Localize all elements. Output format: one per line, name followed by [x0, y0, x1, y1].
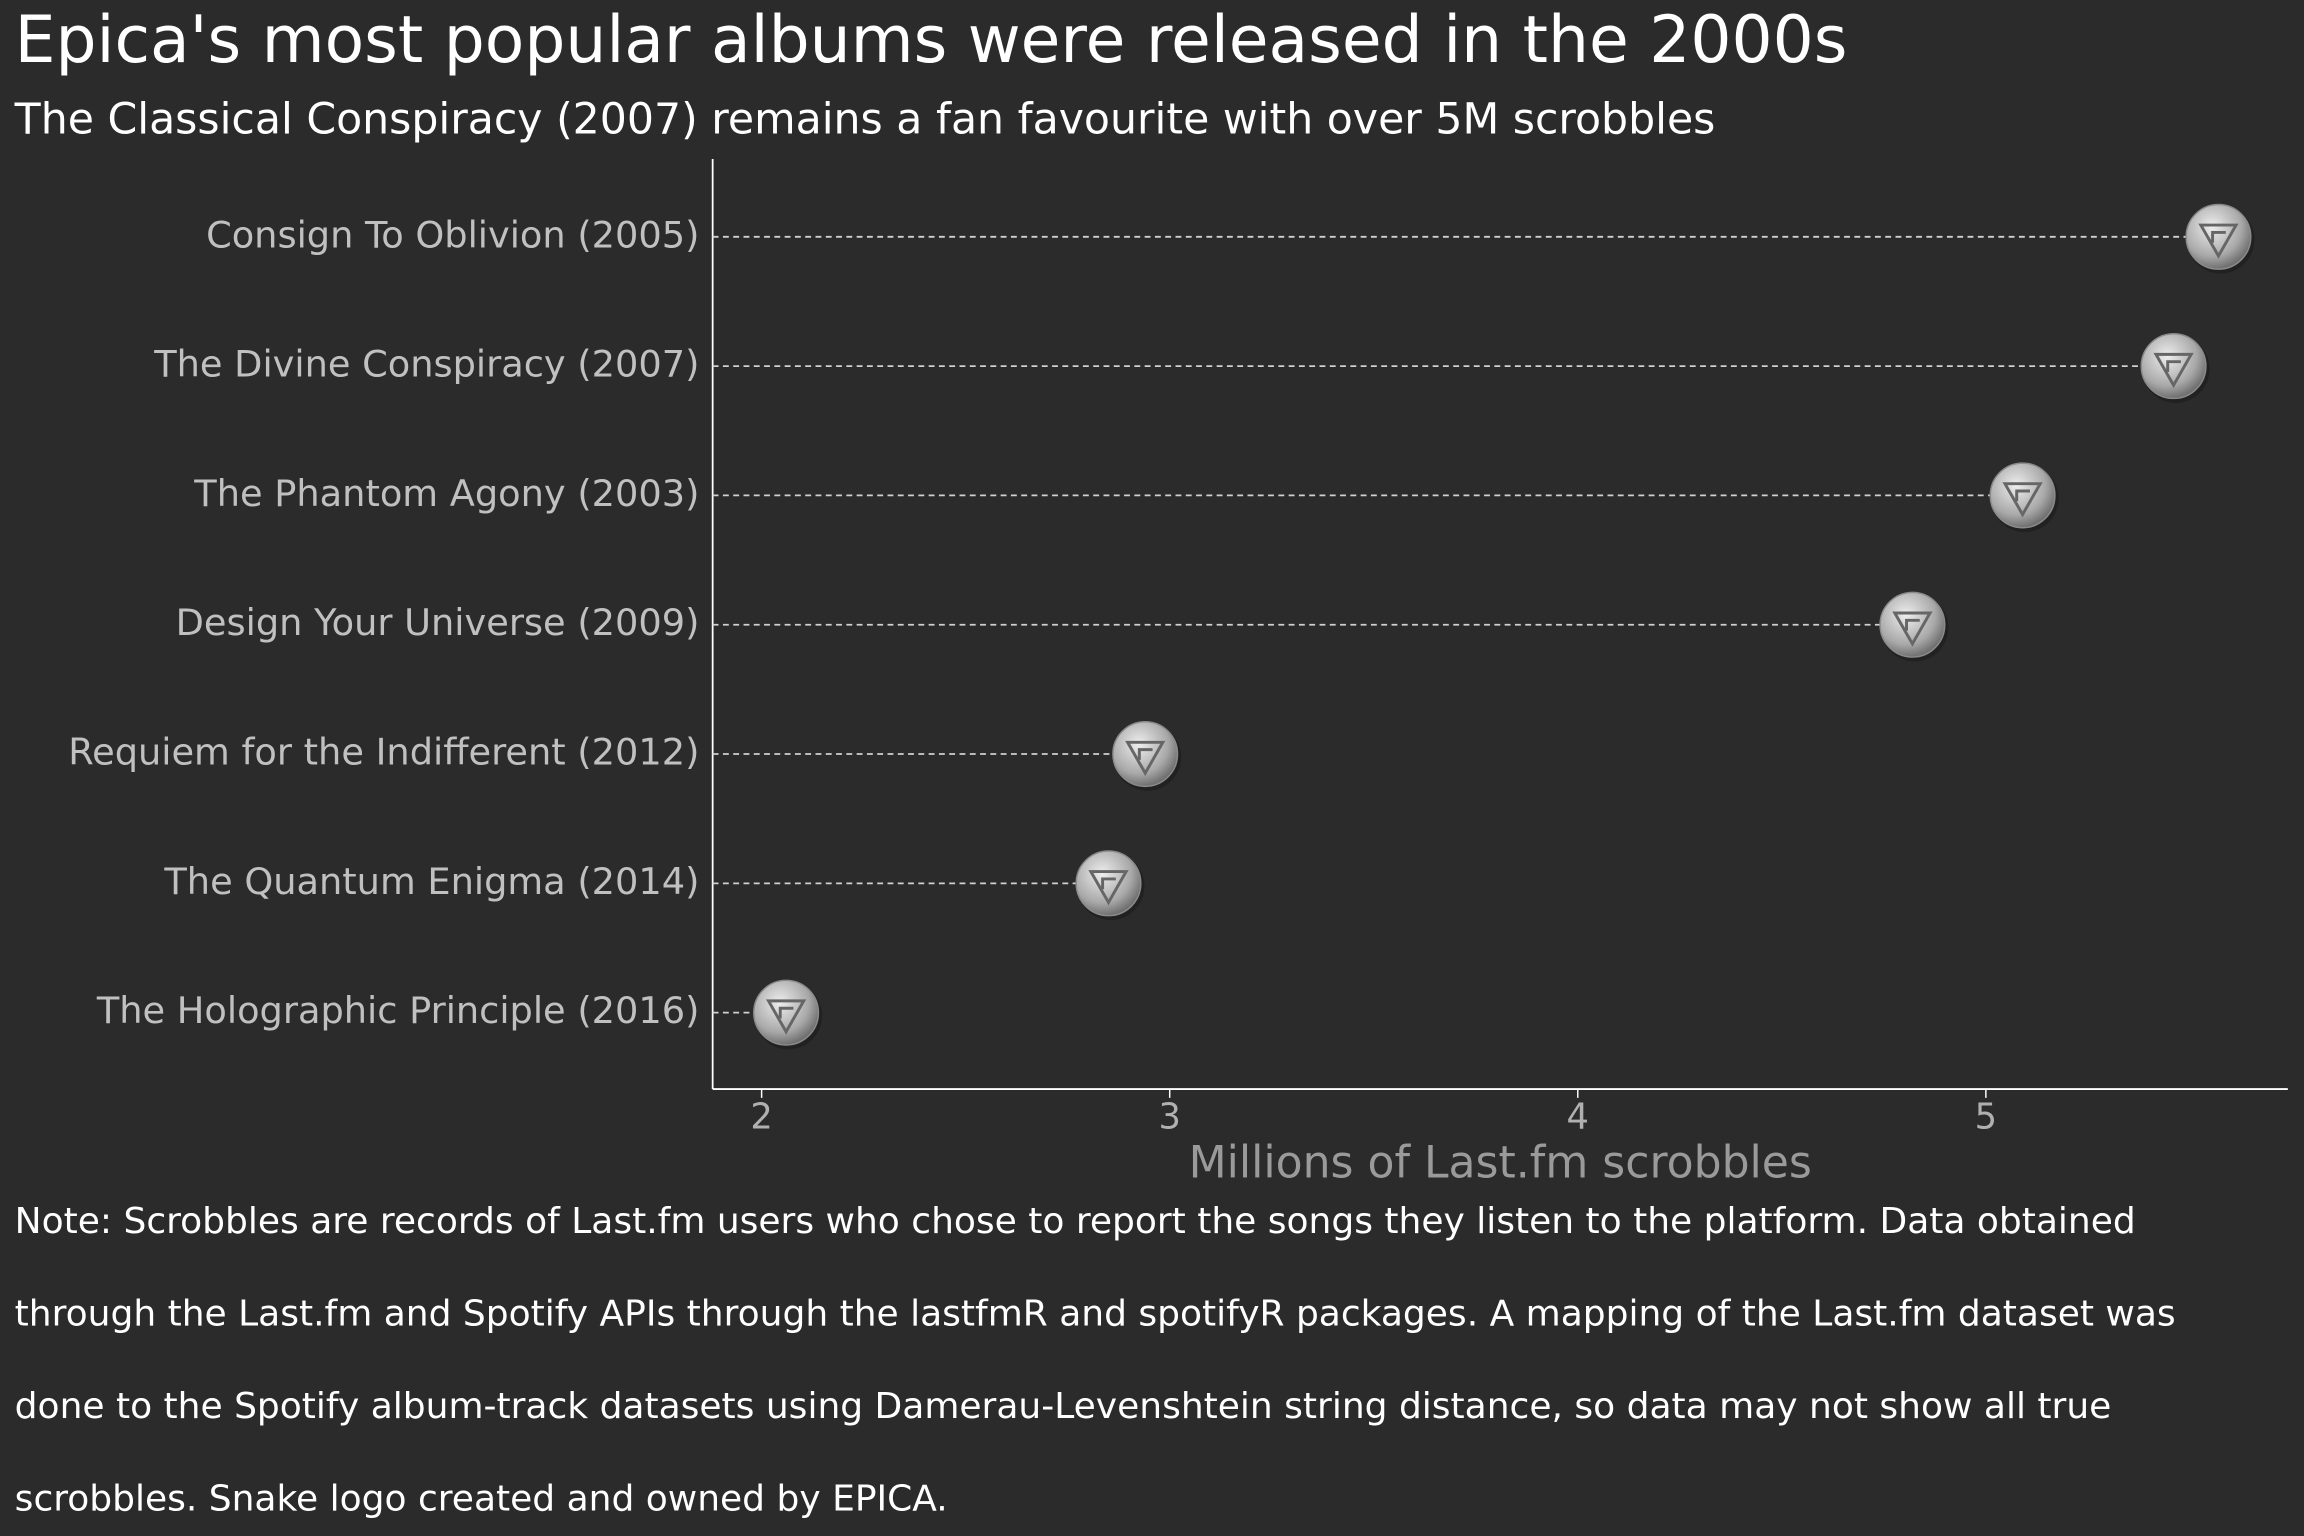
x-tick-label: 5 [1975, 1096, 1997, 1137]
y-tick-label: The Divine Conspiracy (2007) [153, 343, 699, 386]
lollipop-dot [2185, 203, 2255, 274]
dot [753, 979, 820, 1046]
note-line: scrobbles. Snake logo created and owned … [15, 1478, 948, 1519]
dot [2185, 203, 2252, 270]
y-tick-label: The Holographic Principle (2016) [96, 989, 700, 1032]
lollipop-dot [1075, 850, 1145, 921]
y-tick-label: The Phantom Agony (2003) [193, 472, 699, 515]
lollipop-dot [1989, 462, 2059, 533]
x-axis-title: Millions of Last.fm scrobbles [1189, 1137, 1812, 1188]
x-tick-label: 4 [1567, 1096, 1589, 1137]
y-tick-label: Requiem for the Indifferent (2012) [68, 731, 699, 774]
lollipop-dot [1112, 720, 1182, 791]
y-tick-label: The Quantum Enigma (2014) [163, 860, 699, 903]
dot-logo [1088, 870, 1129, 906]
lollipop-dot [2140, 333, 2210, 403]
x-tick-label: 3 [1158, 1096, 1180, 1137]
y-tick-label: Design Your Universe (2009) [176, 601, 700, 644]
dot [1989, 462, 2056, 529]
x-tick-label: 2 [750, 1096, 772, 1137]
dot-logo [2198, 223, 2239, 259]
dot [2140, 333, 2207, 400]
note-line: through the Last.fm and Spotify APIs thr… [15, 1293, 2176, 1334]
dot-logo [765, 999, 807, 1035]
dot-logo [1892, 611, 1933, 647]
dot-logo [2002, 482, 2043, 518]
dot-logo [2153, 352, 2194, 389]
dot [1075, 850, 1142, 917]
lollipop-dot [1879, 591, 1949, 662]
lollipop-dot [753, 979, 823, 1050]
chart-subtitle: The Classical Conspiracy (2007) remains … [14, 95, 1716, 145]
chart-title: Epica's most popular albums were release… [15, 3, 1848, 78]
dot-logo [1125, 740, 1166, 777]
y-tick-label: Consign To Oblivion (2005) [206, 213, 699, 256]
note-line: done to the Spotify album-track datasets… [15, 1386, 2112, 1427]
dot [1112, 720, 1179, 788]
dot [1879, 591, 1946, 658]
note-line: Note: Scrobbles are records of Last.fm u… [15, 1201, 2136, 1242]
